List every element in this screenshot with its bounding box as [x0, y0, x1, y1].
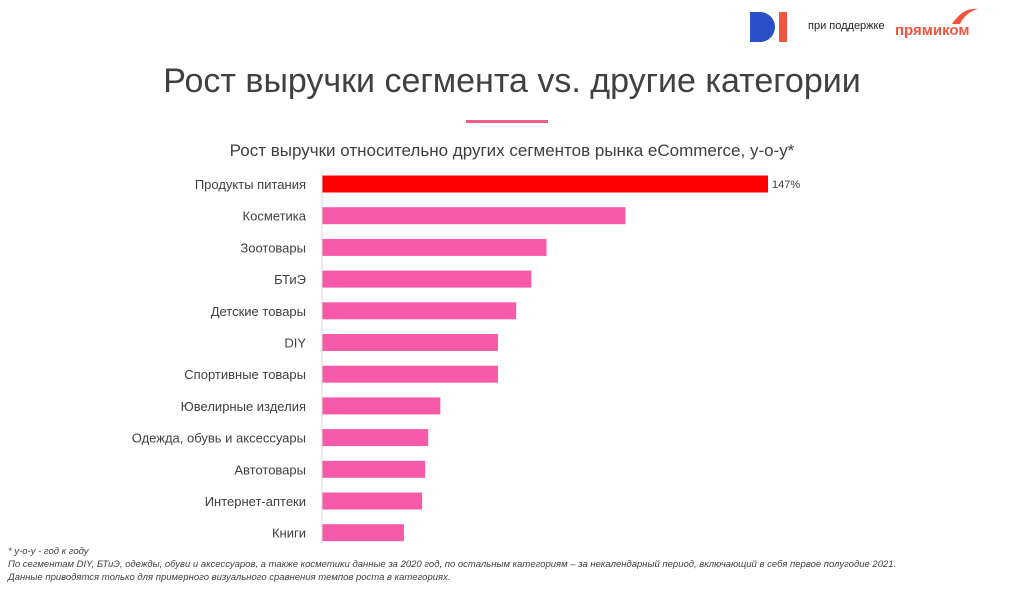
category-label: Книги [272, 526, 306, 541]
bar [322, 460, 426, 478]
category-label: Зоотовары [240, 240, 306, 255]
bar [322, 524, 404, 542]
category-label: Спортивные товары [184, 367, 306, 382]
bar [322, 207, 626, 225]
title-underline [466, 120, 548, 123]
footnote-line: * y-o-y - год к году [8, 546, 89, 557]
bar [322, 429, 429, 447]
footnote-line: Данные приводятся только для примерного … [8, 572, 451, 583]
category-label: Продукты питания [195, 177, 306, 192]
category-label: DIY [284, 336, 306, 351]
bar [322, 365, 498, 383]
category-label: БТиЭ [274, 272, 306, 287]
chart-title: Рост выручки относительно других сегмент… [229, 141, 795, 160]
brand-logo: прямиком [895, 22, 970, 39]
bar-chart: Продукты питания 147% Косметика Зоотовары БТ… [132, 171, 800, 545]
page-title: Рост выручки сегмента vs. другие категор… [163, 62, 861, 100]
category-label: Косметика [243, 209, 307, 224]
bar [322, 238, 547, 256]
bar [322, 397, 441, 415]
category-label: Ювелирные изделия [181, 399, 306, 414]
bar [322, 302, 517, 320]
swoosh-icon [952, 8, 978, 24]
category-label: Одежда, обувь и аксессуары [132, 431, 306, 446]
bar [322, 492, 423, 510]
bar [322, 334, 498, 351]
bar [322, 270, 532, 288]
footnotes: * y-o-y - год к году По сегментам DIY, Б… [8, 545, 896, 584]
category-label: Детские товары [211, 304, 306, 319]
data-label: 147% [772, 179, 800, 191]
category-label: Интернет-аптеки [205, 494, 306, 509]
support-text: при поддержке [808, 20, 885, 32]
category-label: Автотовары [234, 462, 306, 477]
bar [322, 175, 768, 193]
footnote-line: По сегментам DIY, БТиЭ, одежды, обуви и … [8, 559, 897, 570]
